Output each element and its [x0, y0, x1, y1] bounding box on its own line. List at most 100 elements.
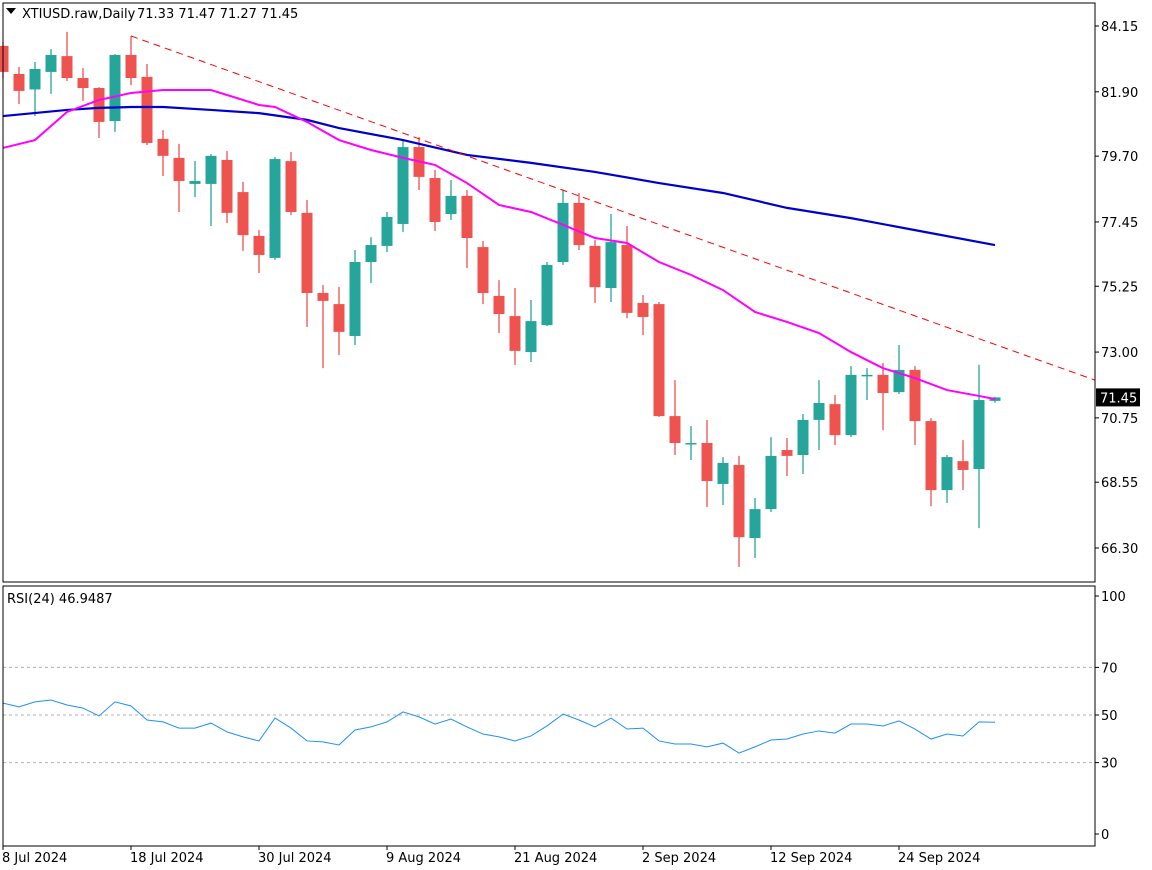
candle-body: [733, 464, 745, 538]
candle[interactable]: [13, 66, 25, 105]
current-price-tag: [1096, 388, 1140, 407]
candle[interactable]: [317, 285, 329, 369]
candle-body: [813, 402, 825, 420]
candle[interactable]: [0, 42, 9, 79]
candle[interactable]: [269, 157, 281, 260]
candle-body: [925, 421, 937, 491]
candle[interactable]: [957, 440, 969, 491]
candle[interactable]: [445, 180, 457, 220]
candle[interactable]: [989, 396, 1001, 403]
candle[interactable]: [973, 364, 985, 529]
price-chart-panel[interactable]: [0, 31, 1096, 568]
moving-average-slow-line: [2, 105, 996, 247]
candle-body: [189, 180, 201, 184]
candle[interactable]: [77, 68, 89, 101]
candle[interactable]: [669, 380, 681, 456]
candle[interactable]: [429, 169, 441, 231]
candle[interactable]: [477, 240, 489, 305]
candle[interactable]: [797, 414, 809, 475]
candle-body: [125, 54, 137, 79]
candle-body: [909, 369, 921, 422]
candle-body: [877, 374, 889, 394]
candle[interactable]: [845, 366, 857, 438]
candle-body: [637, 302, 649, 317]
candle-body: [525, 321, 537, 353]
candle-body: [941, 457, 953, 491]
candle[interactable]: [61, 31, 73, 81]
candle-body: [477, 247, 489, 293]
candle[interactable]: [157, 130, 169, 177]
rsi-panel[interactable]: [2, 666, 1095, 764]
candle[interactable]: [333, 286, 345, 355]
candle[interactable]: [637, 295, 649, 336]
candle[interactable]: [93, 87, 105, 139]
candle[interactable]: [541, 261, 553, 327]
candle[interactable]: [909, 366, 921, 446]
candle[interactable]: [141, 64, 153, 146]
price-tick-label: 73.00: [1101, 346, 1138, 361]
candle[interactable]: [173, 143, 185, 212]
candle[interactable]: [861, 368, 873, 401]
candle[interactable]: [621, 226, 633, 319]
candle-body: [701, 443, 713, 482]
candle[interactable]: [829, 395, 841, 446]
candle[interactable]: [109, 54, 121, 132]
candle[interactable]: [749, 497, 761, 558]
candle[interactable]: [733, 455, 745, 568]
candle[interactable]: [397, 140, 409, 232]
rsi-tick-label: 0: [1101, 828, 1109, 843]
candle[interactable]: [381, 211, 393, 253]
candle-body: [301, 212, 313, 293]
candle[interactable]: [285, 152, 297, 215]
candle[interactable]: [925, 418, 937, 507]
candle-body: [445, 195, 457, 215]
rsi-tick-label: 50: [1101, 709, 1118, 724]
date-tick-label: 21 Aug 2024: [514, 851, 597, 866]
candle[interactable]: [525, 300, 537, 363]
candle[interactable]: [189, 161, 201, 198]
dropdown-triangle-icon[interactable]: [6, 8, 16, 14]
candle[interactable]: [29, 61, 41, 117]
candle[interactable]: [365, 237, 377, 284]
candle[interactable]: [877, 362, 889, 431]
candle[interactable]: [349, 250, 361, 346]
trendline[interactable]: [130, 35, 1096, 381]
candle[interactable]: [237, 181, 249, 251]
candle[interactable]: [461, 190, 473, 269]
candle[interactable]: [557, 190, 569, 265]
candle[interactable]: [813, 380, 825, 451]
candle[interactable]: [301, 200, 313, 327]
candle-body: [381, 216, 393, 246]
candle[interactable]: [781, 438, 793, 477]
candle[interactable]: [685, 426, 697, 460]
candle[interactable]: [589, 240, 601, 303]
candle[interactable]: [493, 280, 505, 334]
candle[interactable]: [605, 214, 617, 303]
candle-body: [365, 245, 377, 262]
current-price-label: 71.45: [1100, 391, 1137, 406]
candle[interactable]: [893, 345, 905, 394]
candle[interactable]: [221, 150, 233, 224]
candle[interactable]: [125, 35, 137, 86]
date-tick-label: 24 Sep 2024: [898, 851, 980, 866]
candle[interactable]: [509, 288, 521, 365]
candle-body: [957, 461, 969, 470]
candle-body: [589, 245, 601, 288]
candle-body: [989, 397, 1001, 401]
candle[interactable]: [717, 457, 729, 506]
candle-body: [0, 45, 9, 72]
candle-body: [141, 76, 153, 143]
price-tick-label: 81.90: [1101, 86, 1138, 101]
candle[interactable]: [253, 230, 265, 274]
candle[interactable]: [573, 192, 585, 251]
candle[interactable]: [205, 154, 217, 227]
candle[interactable]: [941, 455, 953, 503]
price-tick-label: 66.30: [1101, 542, 1138, 557]
candle[interactable]: [765, 437, 777, 513]
candle-body: [861, 374, 873, 377]
candle[interactable]: [653, 302, 665, 417]
candle[interactable]: [45, 49, 57, 94]
candle[interactable]: [701, 419, 713, 508]
